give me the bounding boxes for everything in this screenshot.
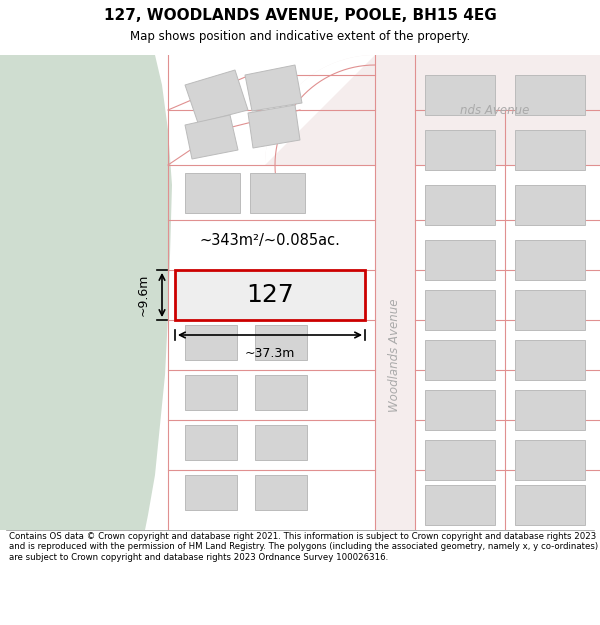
Text: 127, WOODLANDS AVENUE, POOLE, BH15 4EG: 127, WOODLANDS AVENUE, POOLE, BH15 4EG <box>104 8 496 23</box>
Bar <box>425 185 495 225</box>
Bar <box>425 240 495 280</box>
Polygon shape <box>245 65 302 111</box>
Bar <box>425 75 495 115</box>
Bar <box>425 290 495 330</box>
Bar <box>185 425 237 460</box>
Bar <box>185 375 237 410</box>
Bar <box>425 340 495 380</box>
Polygon shape <box>375 55 600 165</box>
Bar <box>515 290 585 330</box>
Bar <box>515 185 585 225</box>
Bar <box>515 340 585 380</box>
Text: ~9.6m: ~9.6m <box>137 274 150 316</box>
Bar <box>425 130 495 170</box>
Bar <box>515 485 585 525</box>
Polygon shape <box>265 55 600 165</box>
Bar <box>515 130 585 170</box>
Bar <box>515 440 585 480</box>
Polygon shape <box>375 55 415 530</box>
Text: ~37.3m: ~37.3m <box>245 347 295 360</box>
Bar <box>425 485 495 525</box>
Bar <box>515 390 585 430</box>
Polygon shape <box>0 55 172 530</box>
Text: Map shows position and indicative extent of the property.: Map shows position and indicative extent… <box>130 30 470 43</box>
Polygon shape <box>185 70 248 123</box>
Bar <box>425 390 495 430</box>
Bar <box>255 425 307 460</box>
Bar <box>515 75 585 115</box>
Text: Woodlands Avenue: Woodlands Avenue <box>389 298 401 412</box>
Polygon shape <box>265 55 375 165</box>
Bar <box>250 173 305 213</box>
Polygon shape <box>185 115 238 159</box>
Text: ~343m²/~0.085ac.: ~343m²/~0.085ac. <box>200 232 340 248</box>
Bar <box>425 440 495 480</box>
Text: nds Avenue: nds Avenue <box>460 104 529 116</box>
Text: Contains OS data © Crown copyright and database right 2021. This information is : Contains OS data © Crown copyright and d… <box>9 532 598 562</box>
Polygon shape <box>248 105 300 148</box>
Bar <box>185 325 237 360</box>
Bar <box>515 240 585 280</box>
Bar <box>185 475 237 510</box>
Bar <box>255 325 307 360</box>
Bar <box>175 270 365 320</box>
Bar <box>255 375 307 410</box>
Text: 127: 127 <box>246 283 294 307</box>
Bar <box>185 173 240 213</box>
Bar <box>255 475 307 510</box>
